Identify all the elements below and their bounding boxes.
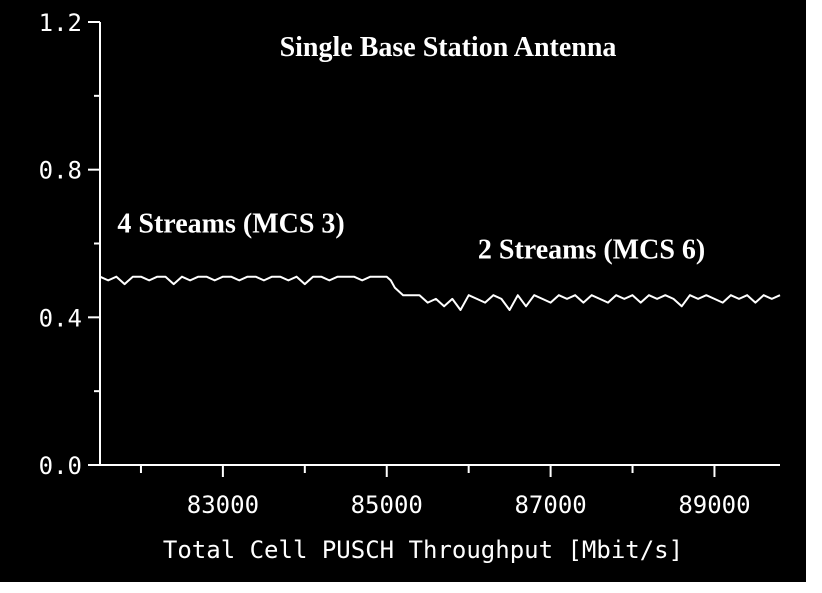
- chart-title: Single Base Station Antenna: [280, 32, 617, 63]
- y-tick-label: 0.0: [39, 452, 82, 480]
- annotation-label: 4 Streams (MCS 3): [117, 208, 344, 239]
- x-axis: 83000 85000 87000 89000: [139, 465, 751, 519]
- x-tick-label: 87000: [514, 491, 586, 519]
- x-tick-label: 89000: [678, 491, 750, 519]
- series-layer: [99, 275, 781, 311]
- series-line: [99, 275, 781, 311]
- x-axis-title: Total Cell PUSCH Throughput [Mbit/s]: [163, 536, 683, 564]
- y-tick-label: 0.4: [39, 304, 82, 332]
- annotations: 4 Streams (MCS 3) 2 Streams (MCS 6): [117, 208, 705, 265]
- y-tick-label: 1.2: [39, 9, 82, 37]
- x-tick-label: 85000: [351, 491, 423, 519]
- chart-background: [0, 0, 806, 582]
- y-tick-label: 0.8: [39, 157, 82, 185]
- y-axis: 0.0 0.4 0.8 1.2: [39, 9, 100, 480]
- annotation-label: 2 Streams (MCS 6): [478, 234, 705, 265]
- x-tick-label: 83000: [187, 491, 259, 519]
